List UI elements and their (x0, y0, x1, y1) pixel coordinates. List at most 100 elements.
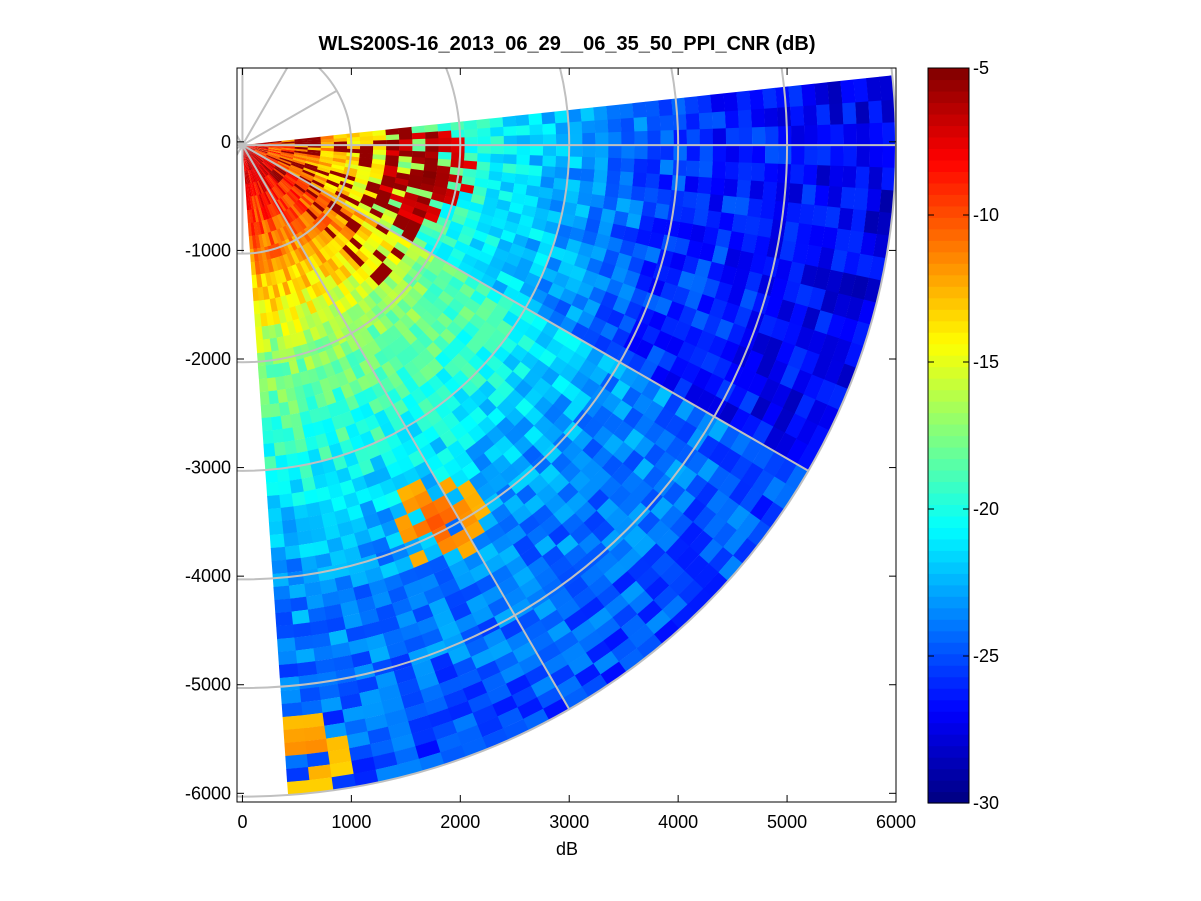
heat-cell (863, 208, 880, 234)
heat-cell (359, 197, 375, 208)
heat-cell (503, 718, 531, 741)
heat-cell (514, 173, 529, 185)
heat-cell (246, 196, 250, 211)
heat-cell (725, 143, 740, 163)
heat-cell (463, 160, 478, 170)
heat-cell (751, 468, 776, 495)
heat-cell (801, 83, 817, 106)
heat-cell (261, 161, 273, 172)
heat-cell (817, 123, 831, 146)
heat-cell (299, 410, 313, 426)
heat-cell (553, 177, 568, 191)
heat-cell (330, 271, 343, 286)
heat-cell (588, 573, 614, 597)
heat-cell (442, 305, 460, 322)
heat-cell (490, 153, 504, 164)
heat-cell (346, 136, 361, 142)
heat-cell (669, 512, 695, 538)
heat-cell (448, 297, 466, 314)
heat-cell (599, 475, 623, 499)
heat-cell (422, 170, 437, 180)
heat-cell (347, 321, 361, 338)
heat-cell (273, 186, 283, 198)
heat-cell (597, 220, 614, 237)
heat-cell (763, 106, 779, 127)
heat-cell (779, 363, 801, 389)
heat-cell (274, 598, 293, 614)
colorbar-swatch (928, 722, 969, 735)
heat-cell (673, 143, 688, 161)
heat-cell (632, 171, 647, 188)
heat-cell (249, 196, 254, 210)
heat-cell (326, 179, 340, 188)
heat-cell (319, 578, 339, 595)
heat-cell (855, 99, 870, 124)
heat-cell (788, 181, 804, 204)
heat-cell (302, 169, 316, 177)
heat-cell (632, 392, 654, 415)
heat-cell (840, 79, 856, 104)
heat-cell (508, 201, 525, 215)
heat-cell (787, 260, 806, 284)
heat-cell (679, 520, 705, 547)
heat-cell (274, 166, 286, 176)
heat-cell (265, 156, 278, 164)
heat-cell (512, 233, 529, 248)
heat-cell (523, 708, 551, 731)
heat-cell (280, 414, 294, 430)
colorbar-swatch (928, 320, 969, 333)
heat-cell (665, 536, 691, 562)
heat-cell (724, 160, 740, 180)
heat-cell (280, 154, 294, 160)
heat-cell (402, 292, 418, 309)
heat-cell (334, 574, 355, 592)
heat-cell (590, 193, 606, 209)
heat-cell (397, 677, 422, 697)
heat-cell (348, 192, 363, 203)
heat-cell (339, 228, 353, 242)
heat-cell (637, 599, 664, 625)
heat-cell (302, 712, 326, 729)
heat-cell (278, 650, 299, 666)
heat-cell (752, 443, 776, 470)
heat-cell (529, 154, 544, 166)
heat-cell (410, 338, 427, 355)
heat-cell (437, 535, 459, 556)
heat-cell (367, 212, 382, 224)
heat-cell (732, 266, 751, 289)
heat-cell (260, 312, 269, 327)
heat-cell (718, 471, 742, 498)
heat-cell (498, 189, 514, 202)
heat-cell (813, 265, 832, 291)
heat-cell (315, 552, 334, 569)
heat-cell (288, 237, 298, 251)
heat-cell (268, 520, 285, 536)
heat-cell (411, 301, 428, 318)
heat-cell (299, 686, 323, 703)
heat-cell (777, 162, 792, 184)
heat-cell (362, 241, 377, 255)
heat-cell (314, 198, 328, 210)
heat-cell (604, 182, 620, 198)
heat-cell (607, 117, 622, 133)
colorbar-swatch (928, 148, 969, 161)
heat-cell (280, 153, 294, 158)
heat-cell (335, 371, 350, 387)
heat-cell (320, 335, 334, 351)
heat-cell (251, 154, 262, 164)
heat-cell (699, 143, 714, 162)
heat-cell (596, 497, 620, 521)
heat-cell (705, 209, 722, 229)
heat-cell (291, 372, 304, 388)
heat-cell (443, 547, 465, 567)
heat-cell (717, 400, 740, 426)
heat-cell (529, 133, 544, 146)
heat-cell (347, 463, 365, 480)
heat-cell (449, 336, 467, 354)
heat-cell (456, 328, 474, 346)
heat-cell (763, 335, 784, 360)
heat-cell (281, 361, 292, 377)
heat-cell (254, 148, 268, 154)
heat-cell (598, 260, 616, 279)
heat-cell (817, 143, 831, 166)
